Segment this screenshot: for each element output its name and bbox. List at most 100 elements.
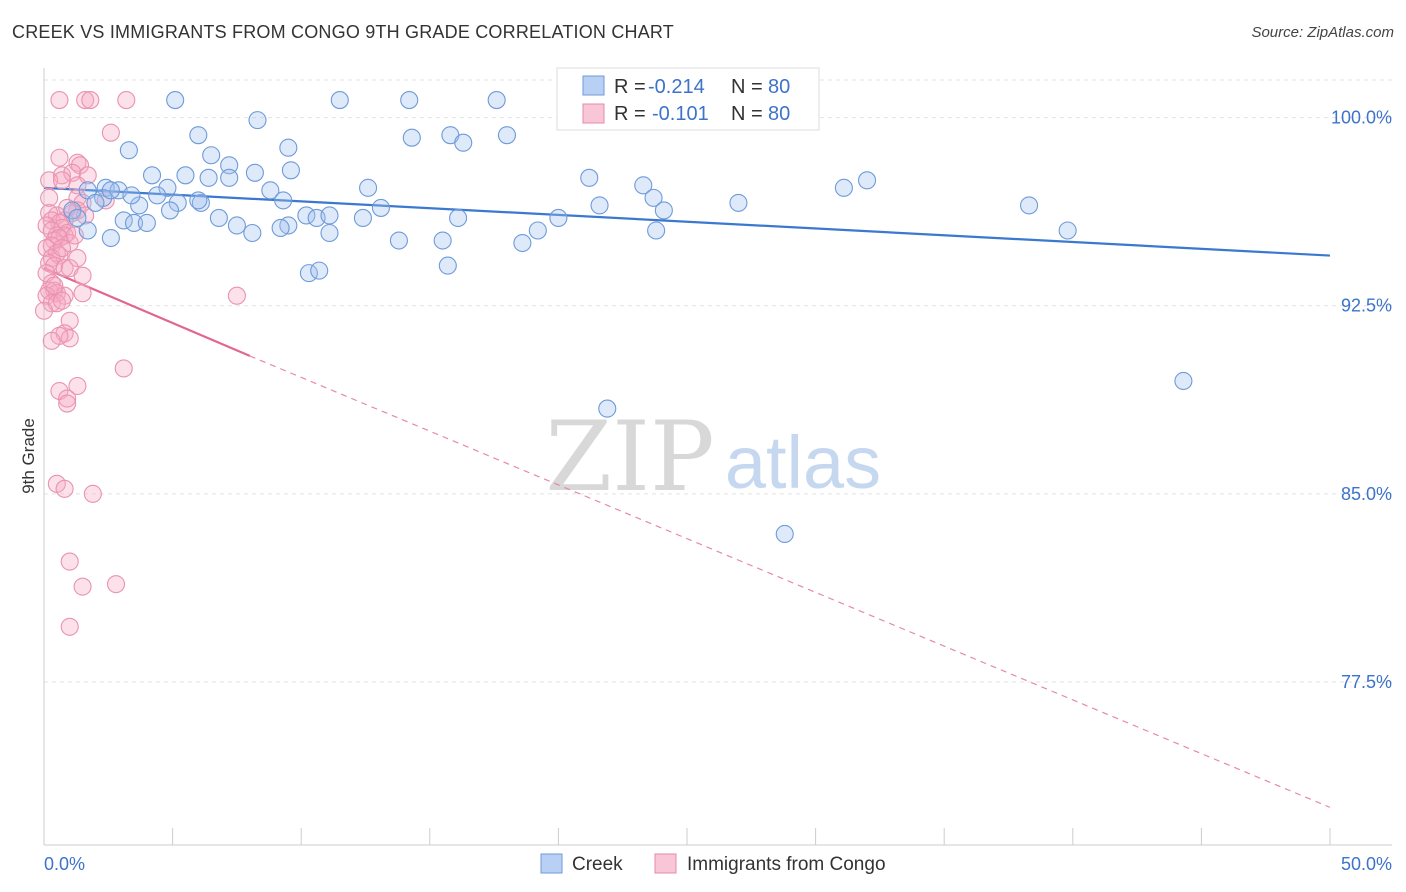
creek-point bbox=[299, 264, 318, 283]
creek-point bbox=[68, 208, 87, 228]
creek-point bbox=[166, 91, 185, 110]
congo-point bbox=[58, 389, 77, 408]
creek-point bbox=[297, 206, 316, 225]
y-tick-label: 92.5% bbox=[1341, 296, 1392, 316]
stats-box: R = -0.214 N = 80 R = -0.101 N = 80 bbox=[556, 67, 820, 131]
creek-point bbox=[454, 133, 473, 152]
creek-point bbox=[148, 186, 167, 205]
creek-point bbox=[248, 111, 267, 130]
congo-point bbox=[73, 577, 92, 596]
congo-point bbox=[45, 256, 64, 275]
creek-point bbox=[245, 163, 264, 182]
creek-r-label: R = bbox=[614, 76, 646, 98]
y-tick-label: 85.0% bbox=[1341, 484, 1392, 504]
creek-stats-swatch bbox=[582, 75, 605, 96]
y-axis-title: 9th Grade bbox=[19, 418, 38, 494]
creek-point bbox=[400, 91, 419, 110]
creek-point bbox=[320, 206, 339, 225]
congo-point bbox=[83, 484, 102, 503]
legend-congo-swatch bbox=[654, 853, 677, 874]
congo-point bbox=[68, 249, 87, 268]
creek-point bbox=[261, 181, 280, 200]
congo-point bbox=[42, 331, 61, 350]
congo-point bbox=[60, 329, 79, 348]
chart-title: CREEK VS IMMIGRANTS FROM CONGO 9TH GRADE… bbox=[12, 22, 674, 42]
creek-point bbox=[86, 193, 105, 212]
creek-point bbox=[389, 231, 408, 250]
congo-point bbox=[40, 188, 59, 207]
legend-congo-label: Immigrants from Congo bbox=[687, 854, 886, 875]
creek-point bbox=[168, 193, 187, 212]
y-tick-label: 77.5% bbox=[1341, 672, 1392, 692]
creek-point bbox=[1020, 196, 1039, 215]
creek-point bbox=[122, 186, 141, 205]
congo-n-value: 80 bbox=[768, 103, 790, 125]
congo-point bbox=[34, 301, 54, 320]
axes bbox=[43, 68, 1392, 846]
watermark: ZIP atlas bbox=[545, 401, 881, 513]
congo-point bbox=[114, 359, 133, 378]
creek-point bbox=[729, 193, 748, 212]
creek-point bbox=[590, 196, 609, 215]
congo-point bbox=[55, 259, 74, 278]
creek-n-value: 80 bbox=[768, 76, 790, 98]
creek-r-value: -0.214 bbox=[648, 76, 705, 98]
congo-point bbox=[45, 276, 64, 295]
creek-point bbox=[279, 138, 298, 157]
congo-point bbox=[60, 552, 79, 571]
creek-point bbox=[227, 216, 246, 235]
source-note: Source: ZipAtlas.com bbox=[1251, 24, 1394, 41]
congo-point bbox=[50, 148, 69, 167]
congo-point bbox=[70, 156, 90, 175]
creek-point bbox=[644, 188, 663, 207]
watermark-zip: ZIP bbox=[545, 401, 714, 513]
congo-trend-extension bbox=[249, 355, 1331, 808]
legend-creek-label: Creek bbox=[572, 854, 623, 875]
creek-point bbox=[209, 208, 228, 228]
creek-point bbox=[176, 166, 195, 185]
congo-point bbox=[60, 617, 79, 636]
congo-point bbox=[52, 171, 72, 190]
congo-point bbox=[58, 394, 77, 413]
creek-point bbox=[449, 208, 468, 228]
creek-point bbox=[433, 231, 452, 250]
congo-point bbox=[55, 479, 74, 498]
creek-point bbox=[189, 126, 208, 145]
creek-point bbox=[598, 399, 617, 418]
congo-point bbox=[68, 376, 87, 396]
creek-point bbox=[654, 201, 673, 220]
creek-point bbox=[160, 201, 180, 220]
creek-point bbox=[281, 161, 300, 180]
congo-point bbox=[81, 91, 100, 110]
congo-point bbox=[68, 153, 87, 172]
creek-point bbox=[371, 198, 390, 217]
creek-point bbox=[271, 218, 290, 238]
creek-point bbox=[78, 221, 97, 240]
creek-point bbox=[438, 256, 457, 275]
creek-point bbox=[202, 146, 221, 165]
creek-point bbox=[487, 91, 506, 110]
creek-point bbox=[497, 126, 517, 145]
creek-point bbox=[114, 211, 133, 230]
creek-point bbox=[634, 176, 653, 195]
creek-point bbox=[580, 168, 599, 187]
congo-point bbox=[101, 123, 120, 142]
y-tick-label: 100.0% bbox=[1331, 108, 1392, 128]
creek-point bbox=[137, 213, 156, 233]
congo-point bbox=[42, 294, 61, 313]
congo-stats-swatch bbox=[582, 103, 605, 124]
y-tick-labels: 100.0% 92.5% 85.0% 77.5% bbox=[1331, 108, 1392, 692]
congo-point bbox=[50, 91, 69, 110]
creek-point bbox=[130, 196, 149, 215]
legend: Creek Immigrants from Congo bbox=[540, 853, 886, 875]
creek-point bbox=[834, 178, 853, 197]
creek-point bbox=[775, 524, 794, 544]
congo-point bbox=[227, 286, 246, 305]
creek-point bbox=[320, 223, 339, 243]
congo-point bbox=[52, 291, 72, 310]
creek-point bbox=[528, 221, 547, 240]
congo-r-label: R = bbox=[614, 103, 646, 125]
congo-r-value: -0.101 bbox=[652, 103, 709, 125]
creek-point bbox=[330, 91, 349, 110]
